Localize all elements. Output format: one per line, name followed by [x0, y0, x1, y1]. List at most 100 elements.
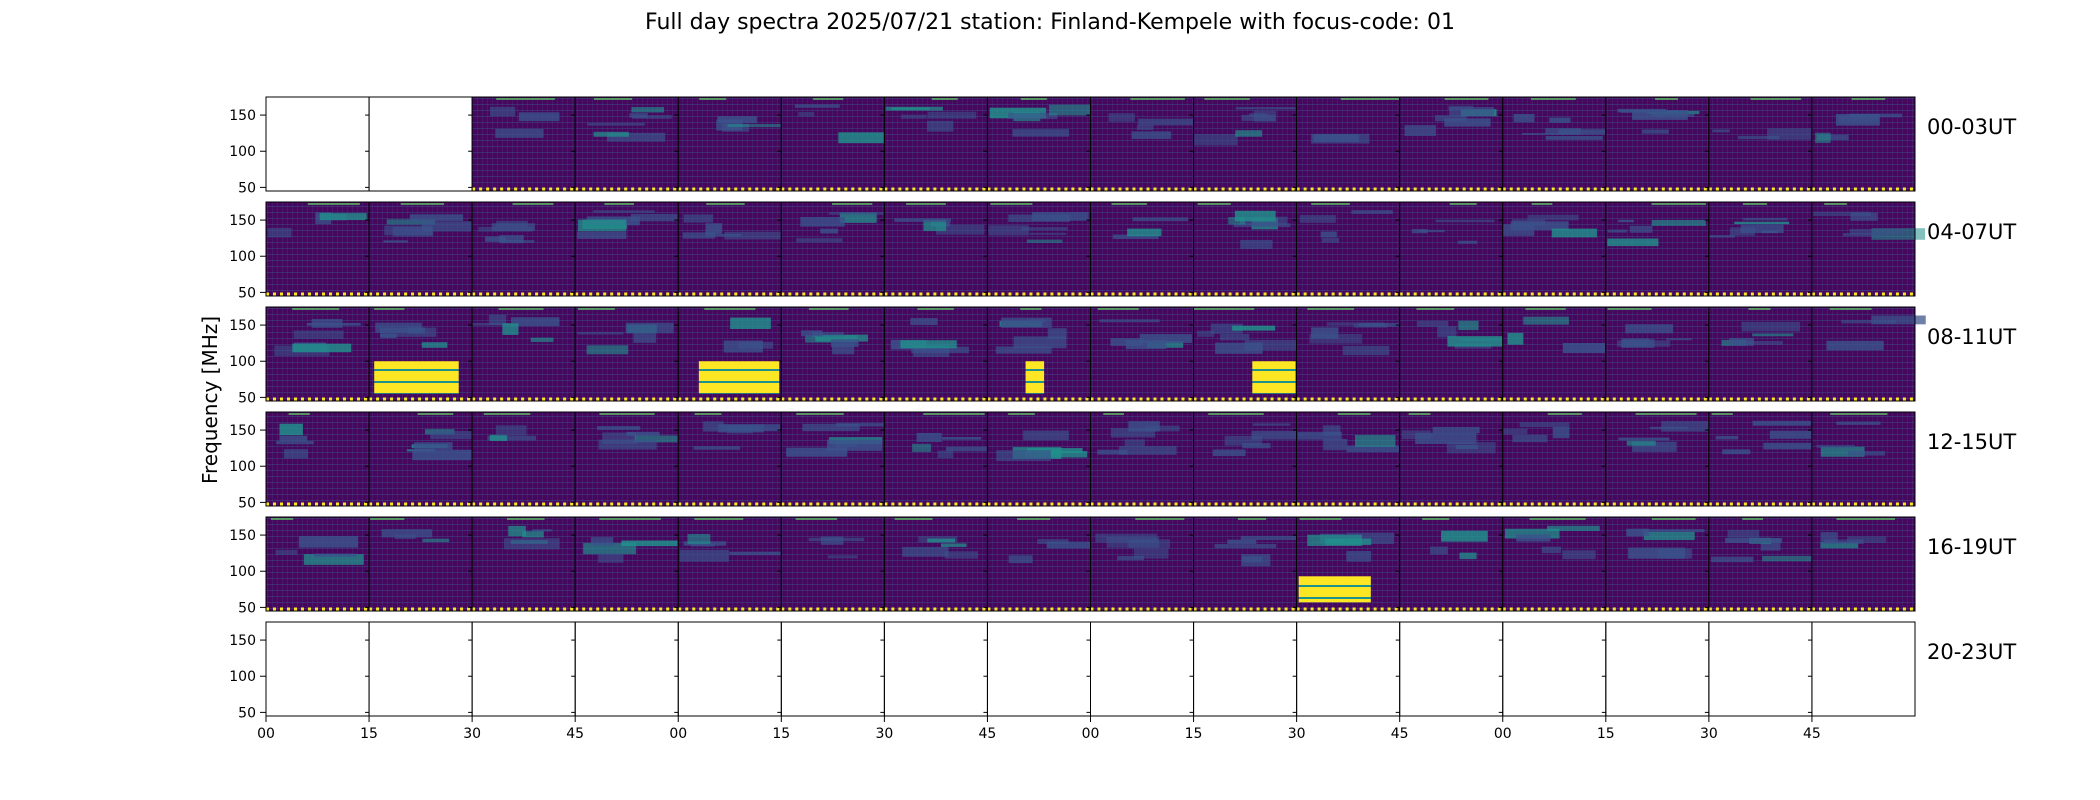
- panel-frame: [780, 621, 885, 717]
- top-band: [400, 203, 445, 205]
- emission-band: [1119, 446, 1177, 455]
- emission-band: [1562, 550, 1596, 560]
- top-band: [906, 203, 946, 205]
- spectrum-texture: [1193, 412, 1297, 506]
- emission-band: [1741, 321, 1801, 332]
- emission-band: [916, 432, 942, 442]
- emission-band: [1549, 117, 1571, 123]
- emission-band: [1661, 421, 1711, 432]
- emission-band: [472, 323, 512, 326]
- spectrum-texture: [1811, 97, 1915, 191]
- emission-band: [683, 214, 714, 223]
- emission-band: [626, 431, 660, 436]
- emission-band: [802, 423, 860, 432]
- emission-band: [912, 443, 932, 452]
- emission-band: [1752, 420, 1811, 426]
- emission-band: [1871, 315, 1926, 325]
- spectrum-texture: [1605, 307, 1709, 401]
- emission-band: [1722, 449, 1751, 455]
- emission-band: [1125, 340, 1167, 350]
- emission-band: [1435, 219, 1495, 223]
- emission-band: [1110, 428, 1156, 438]
- y-tick-label: 100: [229, 144, 256, 160]
- emission-band: [577, 331, 624, 335]
- emission-band: [1108, 113, 1135, 122]
- emission-band: [586, 345, 629, 355]
- emission-band: [490, 106, 516, 117]
- emission-band: [703, 421, 724, 432]
- y-tick-label: 100: [229, 564, 256, 580]
- emission-band: [900, 114, 927, 119]
- spectrum-texture: [781, 97, 885, 191]
- emission-band: [1323, 425, 1341, 436]
- emission-band: [1321, 237, 1340, 243]
- emission-band: [722, 123, 750, 132]
- top-band: [1824, 203, 1847, 205]
- emission-band: [937, 450, 954, 459]
- emission-band: [1516, 534, 1551, 542]
- emission-band: [682, 232, 716, 239]
- top-band: [1635, 413, 1697, 415]
- emission-band: [894, 218, 951, 222]
- emission-band: [800, 217, 845, 227]
- emission-band: [293, 330, 344, 339]
- emission-band: [1725, 538, 1782, 544]
- emission-band: [1326, 322, 1385, 326]
- top-band: [1530, 98, 1576, 100]
- emission-band: [511, 317, 560, 326]
- panel-frame: [1811, 621, 1916, 717]
- radio-burst: [698, 361, 780, 394]
- x-tick-label: 00: [1082, 726, 1100, 742]
- emission-band: [1435, 115, 1467, 122]
- emission-band: [283, 449, 309, 459]
- emission-band: [995, 346, 1052, 354]
- y-tick-label: 50: [238, 705, 256, 721]
- x-tick-label: 30: [1288, 726, 1306, 742]
- emission-band: [1631, 441, 1677, 452]
- emission-band: [633, 333, 657, 343]
- emission-band: [1432, 426, 1480, 434]
- emission-band: [820, 228, 839, 234]
- emission-band: [1430, 546, 1448, 555]
- emission-band: [727, 124, 784, 128]
- emission-band: [1027, 448, 1083, 454]
- emission-band: [839, 212, 877, 223]
- emission-band: [1507, 332, 1524, 345]
- emission-band: [830, 339, 859, 347]
- emission-band: [1232, 325, 1276, 331]
- radio-burst: [1025, 361, 1045, 394]
- spectrum-texture: [1811, 517, 1915, 611]
- top-band: [1750, 98, 1802, 100]
- emission-band: [687, 533, 711, 545]
- emission-band: [796, 238, 843, 243]
- emission-band: [478, 226, 533, 232]
- emission-band: [1727, 529, 1760, 538]
- spectrum-texture: [1708, 412, 1812, 506]
- emission-band: [502, 323, 519, 335]
- emission-band: [1320, 231, 1337, 238]
- emission-band: [634, 435, 692, 443]
- emission-band: [1504, 528, 1560, 539]
- emission-band: [1628, 547, 1686, 559]
- top-band: [483, 413, 531, 415]
- emission-band: [1762, 555, 1813, 562]
- emission-band: [1048, 104, 1094, 116]
- emission-band: [380, 333, 397, 338]
- top-band: [1135, 518, 1185, 520]
- emission-band: [578, 219, 627, 232]
- emission-band: [1813, 211, 1871, 217]
- emission-band: [1545, 136, 1603, 140]
- emission-band: [1251, 430, 1302, 440]
- panel-frame: [1399, 621, 1504, 717]
- y-tick-label: 150: [229, 213, 256, 229]
- emission-band: [722, 424, 781, 432]
- x-tick-label: 15: [772, 726, 790, 742]
- y-tick-label: 150: [229, 423, 256, 439]
- top-band: [498, 308, 544, 310]
- emission-band: [1240, 239, 1273, 249]
- emission-band: [988, 225, 1029, 236]
- panel-frame: [1811, 306, 1916, 402]
- emission-band: [1224, 435, 1262, 446]
- top-band: [1311, 203, 1350, 205]
- spectrum-texture: [1502, 97, 1606, 191]
